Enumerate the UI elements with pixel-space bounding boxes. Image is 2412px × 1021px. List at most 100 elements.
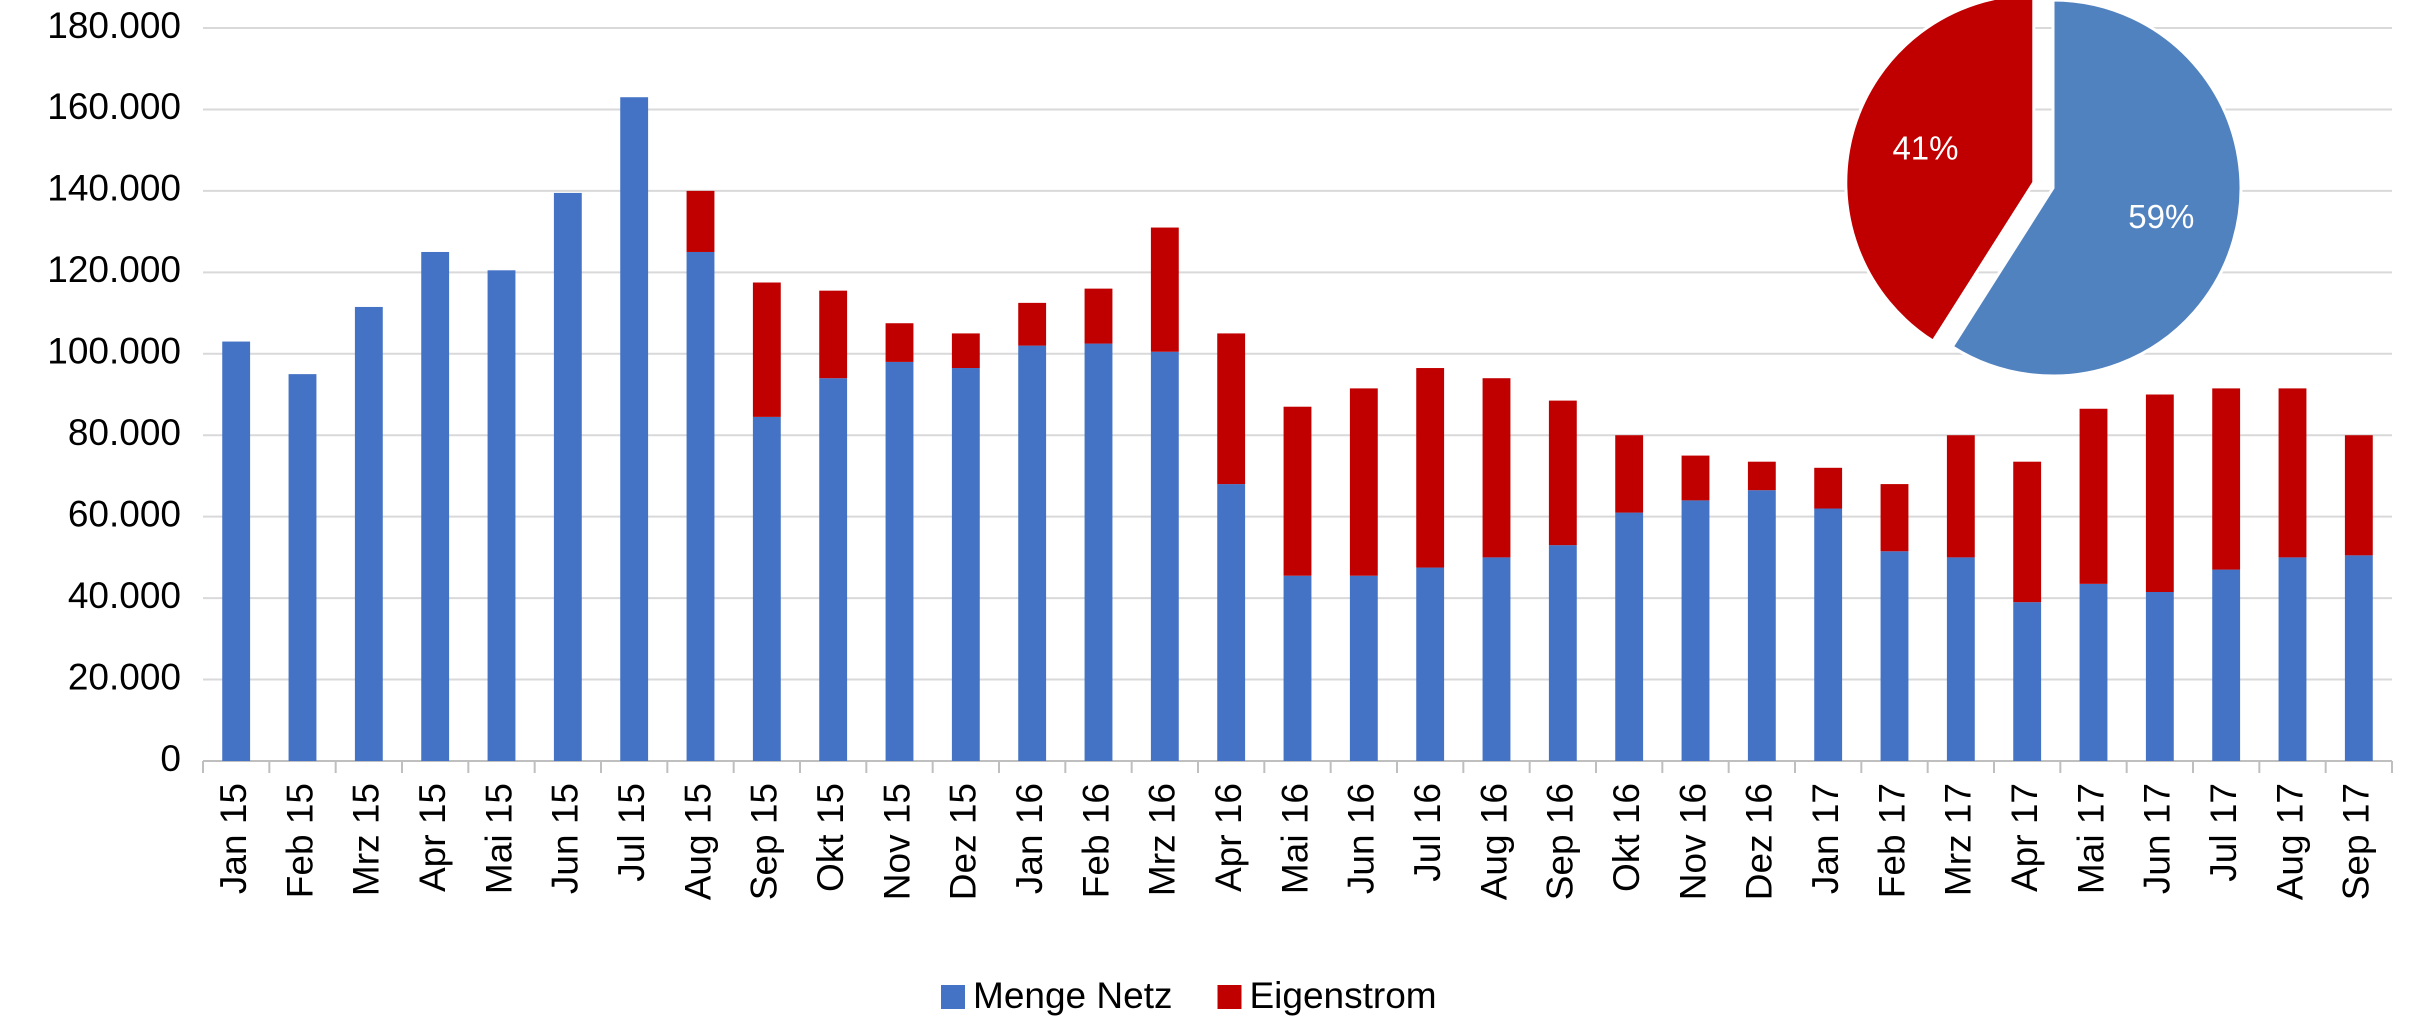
bar-segment <box>1946 557 1975 761</box>
x-tick-label: Sep 15 <box>744 783 785 900</box>
bar-segment <box>1217 484 1246 761</box>
pie-slice <box>1950 0 2243 378</box>
x-tick-label: Mrz 16 <box>1142 783 1183 896</box>
bar-segment <box>819 290 848 379</box>
bar-segment <box>2212 569 2241 761</box>
bar-segment <box>1747 461 1776 491</box>
x-tick-label: Jun 17 <box>2137 783 2178 894</box>
x-tick-label: Jun 15 <box>545 783 586 894</box>
bar-segment <box>1283 406 1312 576</box>
bar-segment <box>1880 484 1909 552</box>
bar-segment <box>2344 435 2373 556</box>
bar-segment <box>1747 490 1776 761</box>
bar-segment <box>1482 557 1511 761</box>
legend-label: Menge Netz <box>973 975 1173 1016</box>
x-tick-label: Okt 16 <box>1606 783 1647 892</box>
x-tick-label: Mai 16 <box>1274 783 1315 894</box>
x-tick-label: Jan 15 <box>213 783 254 894</box>
x-tick-label: Jul 15 <box>611 783 652 882</box>
bar-segment <box>885 361 914 761</box>
bar-segment <box>2079 408 2108 584</box>
bar-segment <box>1681 455 1710 501</box>
bar-segment <box>885 323 914 362</box>
bar-segment <box>2344 555 2373 761</box>
y-tick-label: 140.000 <box>47 168 181 209</box>
x-tick-label: Apr 16 <box>1208 783 1249 892</box>
bar-segment <box>1217 333 1246 485</box>
bar-segment <box>620 97 649 761</box>
x-tick-label: Feb 16 <box>1075 783 1116 898</box>
x-tick-label: Jul 17 <box>2203 783 2244 882</box>
x-tick-label: Jun 16 <box>1341 783 1382 894</box>
legend-swatch <box>941 985 965 1009</box>
bar-segment <box>487 270 516 761</box>
bar-segment <box>752 416 781 761</box>
y-tick-label: 180.000 <box>47 5 181 46</box>
bar-segment <box>951 368 980 761</box>
bar-segment <box>686 190 715 252</box>
x-tick-label: Mai 17 <box>2070 783 2111 894</box>
legend-label: Eigenstrom <box>1250 975 1437 1016</box>
bar-segment <box>1349 575 1378 761</box>
bar-segment <box>421 251 450 761</box>
bar-segment <box>1283 575 1312 761</box>
bar-segment <box>1946 435 1975 558</box>
y-tick-label: 20.000 <box>68 656 181 697</box>
x-tick-label: Mrz 17 <box>1938 783 1979 896</box>
x-tick-label: Dez 16 <box>1739 783 1780 900</box>
x-tick-label: Mrz 15 <box>346 783 387 896</box>
x-tick-label: Sep 17 <box>2336 783 2377 900</box>
bar-segment <box>1084 343 1113 761</box>
x-tick-label: Dez 15 <box>943 783 984 900</box>
x-tick-label: Okt 15 <box>810 783 851 892</box>
x-tick-label: Apr 15 <box>412 783 453 892</box>
y-tick-label: 100.000 <box>47 331 181 372</box>
y-tick-label: 160.000 <box>47 86 181 127</box>
bar-segment <box>819 378 848 761</box>
x-tick-label: Feb 17 <box>1871 783 1912 898</box>
bar-segment <box>2013 602 2042 761</box>
bar-segment <box>1615 435 1644 513</box>
bar-segment <box>1018 345 1047 761</box>
x-tick-label: Aug 15 <box>677 783 718 900</box>
bar-segment <box>222 341 251 761</box>
bar-segment <box>1681 500 1710 761</box>
bar-segment <box>1018 302 1047 346</box>
bar-segment <box>686 251 715 761</box>
bar-segment <box>951 333 980 369</box>
legend-swatch <box>1217 985 1242 1009</box>
bar-segment <box>1548 545 1577 761</box>
x-tick-label: Jan 17 <box>1805 783 1846 894</box>
bar-segment <box>1814 467 1843 509</box>
bar-segment <box>288 374 317 761</box>
bar-segment <box>1150 227 1179 352</box>
bar-segment <box>1416 567 1445 761</box>
bar-segment <box>1880 551 1909 761</box>
bar-segment <box>2278 388 2307 558</box>
bar-segment <box>354 306 383 761</box>
bar-segment <box>1150 351 1179 761</box>
bar-segment <box>2278 557 2307 761</box>
x-tick-label: Aug 17 <box>2269 783 2310 900</box>
bar-segment <box>2145 592 2174 761</box>
bar-segment <box>2212 388 2241 570</box>
bar-segment <box>1615 512 1644 761</box>
bar-segment <box>2145 394 2174 593</box>
pie-label: 59% <box>2128 198 2194 235</box>
x-tick-label: Feb 15 <box>279 783 320 898</box>
x-tick-label: Apr 17 <box>2004 783 2045 892</box>
bar-segment <box>1814 508 1843 761</box>
bar-segment <box>2079 583 2108 761</box>
pie-label: 41% <box>1892 130 1958 167</box>
bar-segment <box>1349 388 1378 576</box>
x-tick-label: Mai 15 <box>478 783 519 894</box>
x-tick-label: Sep 16 <box>1540 783 1581 900</box>
x-tick-label: Jul 16 <box>1407 783 1448 882</box>
x-tick-label: Aug 16 <box>1473 783 1514 900</box>
y-tick-label: 0 <box>160 738 181 779</box>
x-tick-label: Jan 16 <box>1009 783 1050 894</box>
y-tick-label: 40.000 <box>68 575 181 616</box>
y-tick-label: 60.000 <box>68 493 181 534</box>
bar-segment <box>1548 400 1577 546</box>
bar-segment <box>752 282 781 417</box>
